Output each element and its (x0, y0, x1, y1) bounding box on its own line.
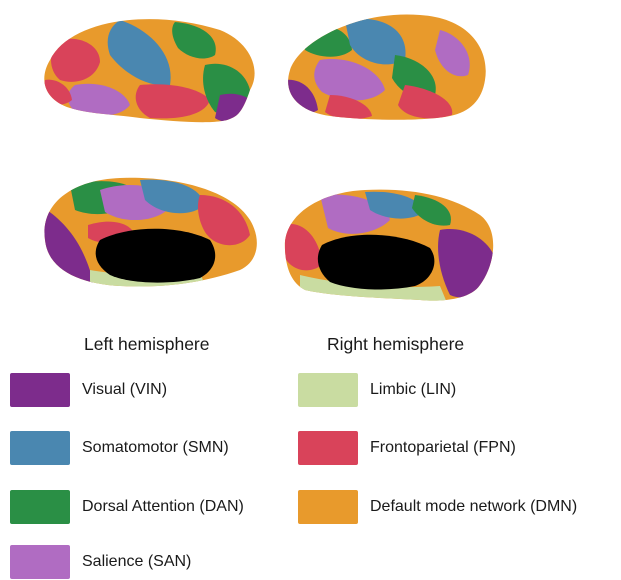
right-medial-surface (284, 189, 494, 301)
left-medial-surface (44, 177, 257, 287)
brain-surface-figure (44, 14, 494, 301)
legend-swatch-limbic (298, 373, 358, 407)
legend-swatch-visual (10, 373, 70, 407)
legend-label-somatomotor: Somatomotor (SMN) (82, 439, 229, 456)
legend-label-limbic: Limbic (LIN) (370, 381, 457, 398)
legend-swatch-frontoparietal (298, 431, 358, 465)
legend-label-dorsal-attention: Dorsal Attention (DAN) (82, 498, 244, 515)
legend-swatch-dorsal-attention (10, 490, 70, 524)
right-hemisphere-label: Right hemisphere (327, 334, 465, 354)
left-lateral-surface (44, 19, 255, 123)
right-lateral-surface (288, 14, 486, 120)
legend-label-visual: Visual (VIN) (82, 381, 168, 398)
legend-label-frontoparietal: Frontoparietal (FPN) (370, 439, 516, 456)
left-hemisphere-label: Left hemisphere (84, 334, 210, 354)
legend-label-default-mode: Default mode network (DMN) (370, 498, 578, 515)
legend-label-salience: Salience (SAN) (82, 553, 192, 570)
legend-swatch-somatomotor (10, 431, 70, 465)
legend-swatch-salience (10, 545, 70, 579)
legend-swatch-default-mode (298, 490, 358, 524)
